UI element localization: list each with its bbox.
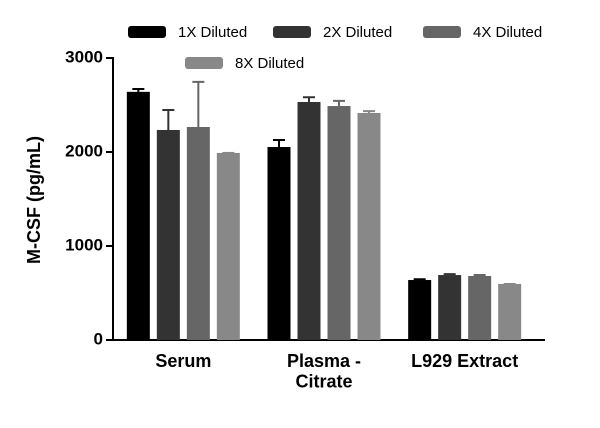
y-tick-label: 3000 <box>65 47 103 66</box>
y-tick-label: 2000 <box>65 141 103 160</box>
legend-swatch <box>423 26 461 38</box>
bar <box>216 152 240 340</box>
bar <box>267 147 291 340</box>
error-bar <box>273 138 285 148</box>
bar <box>468 275 492 340</box>
error-bar <box>413 278 426 281</box>
error-bar <box>333 99 345 107</box>
error-bar <box>192 80 205 127</box>
bar <box>498 283 522 340</box>
y-tick-label: 0 <box>94 329 103 348</box>
bar <box>327 106 351 340</box>
bar <box>357 112 381 341</box>
y-tick-label: 1000 <box>65 235 103 254</box>
legend-label: 4X Diluted <box>473 24 542 41</box>
legend-swatch <box>128 26 166 38</box>
error-bar <box>162 108 175 131</box>
legend-label: 1X Diluted <box>178 24 247 41</box>
legend-label: 8X Diluted <box>235 55 304 72</box>
bar <box>156 130 180 340</box>
legend-swatch <box>185 57 223 69</box>
error-bar <box>363 110 375 113</box>
bar <box>408 280 432 340</box>
bar <box>126 91 150 340</box>
error-bar <box>132 88 145 92</box>
bar <box>297 101 321 340</box>
y-axis-label: M-CSF (pg/mL) <box>24 136 44 264</box>
legend-label: 2X Diluted <box>323 24 392 41</box>
bar <box>438 275 462 340</box>
error-bar <box>443 273 456 276</box>
error-bar <box>473 274 486 277</box>
x-tick-label: Serum <box>155 351 211 371</box>
bar <box>186 126 210 340</box>
x-tick-label: Plasma -Citrate <box>287 351 361 392</box>
x-tick-label: L929 Extract <box>411 351 518 371</box>
legend-swatch <box>273 26 311 38</box>
error-bar <box>303 96 315 102</box>
